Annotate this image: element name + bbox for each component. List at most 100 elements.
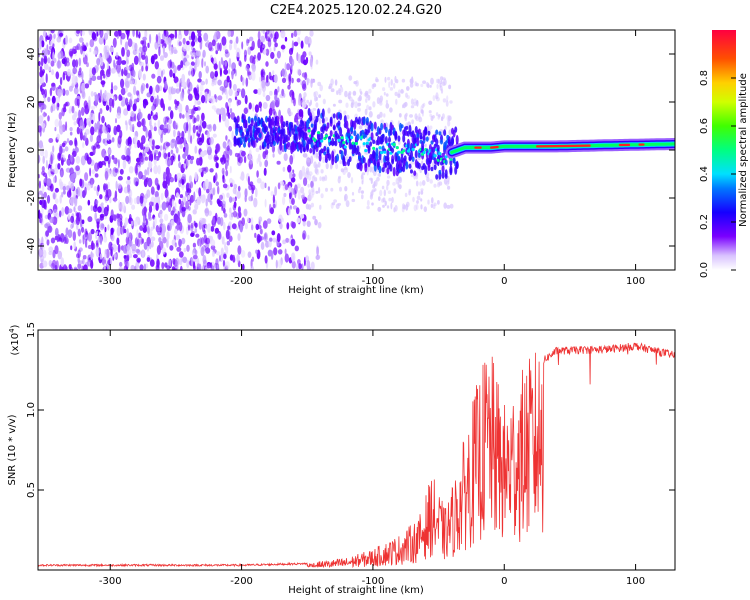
spectrogram-cell — [41, 75, 45, 84]
spectrogram-cell — [155, 202, 159, 211]
spectrogram-cell — [437, 200, 440, 205]
spectrogram-cell — [139, 225, 144, 232]
spectrogram-cell — [325, 162, 329, 170]
spectrogram-cell — [119, 261, 123, 267]
spectrogram-cell — [245, 77, 249, 87]
spectrogram-cell — [158, 46, 161, 57]
spectrogram-cell — [286, 222, 290, 230]
spectrogram-cell — [298, 109, 304, 117]
spectrogram-cell — [257, 117, 261, 127]
spectrogram-cell — [69, 167, 74, 175]
spectrogram-cell — [330, 202, 334, 209]
spectrogram-cell — [430, 77, 434, 85]
spectrogram-cell — [233, 201, 237, 209]
spectrogram-cell — [157, 164, 161, 175]
spectrogram-cell — [119, 168, 124, 175]
spectrogram-cell — [130, 264, 135, 270]
spectrogram-cell — [426, 125, 430, 132]
spectrogram-cell — [210, 225, 215, 232]
spectrogram-cell — [161, 230, 165, 239]
spectrogram-cell — [76, 30, 81, 34]
spectrogram-cell — [418, 191, 421, 196]
spectrogram-cell — [138, 68, 142, 79]
spectrogram-cell — [133, 85, 137, 96]
spectrogram-cell — [292, 153, 295, 160]
spectrogram-cell — [91, 105, 96, 110]
spectrogram-cell — [192, 254, 198, 260]
spectrogram-cell — [203, 32, 209, 42]
spectrogram-cell — [388, 197, 392, 202]
spectrogram-cell — [70, 215, 75, 223]
spectrogram-cell — [358, 145, 361, 149]
spectrogram-cell — [274, 32, 277, 40]
spectrogram-cell — [239, 136, 243, 145]
spectrogram-cell — [90, 251, 93, 261]
spectrogram-cell — [398, 113, 402, 118]
spectrogram-cell — [178, 161, 182, 169]
spectrogram-cell — [312, 107, 317, 111]
spectrogram-cell — [385, 93, 389, 97]
spectrogram-cell — [328, 153, 332, 161]
colorbar-gradient — [712, 30, 736, 270]
colorbar-tick-label: 0.2 — [699, 214, 710, 230]
spectrogram-cell — [80, 30, 83, 37]
spectrogram-cell — [308, 171, 313, 176]
spectrogram-cell — [150, 226, 154, 231]
spectrogram-cell — [226, 75, 230, 83]
spectrogram-cell — [182, 43, 187, 52]
spectrogram-cell — [148, 129, 152, 139]
spectrogram-cell — [420, 204, 423, 210]
spectrogram-cell — [98, 128, 102, 138]
spectrogram-cell — [296, 30, 301, 36]
spectrogram-cell — [262, 151, 267, 160]
spectrogram-cell — [427, 199, 430, 205]
spectrogram-cell — [136, 120, 142, 128]
spectrogram-cell — [416, 137, 420, 147]
spectrogram-cell — [174, 242, 177, 248]
spectrogram-cell — [96, 247, 99, 257]
spectrogram-cell — [302, 220, 306, 227]
spectrogram-cell — [71, 105, 75, 114]
spectrogram-cell — [302, 233, 306, 240]
spectrogram-cell — [404, 114, 407, 120]
spectrogram-cell — [156, 75, 162, 84]
spectrogram-cell — [419, 135, 423, 140]
spectrogram-cell — [142, 73, 146, 81]
spectrogram-cell — [340, 168, 345, 173]
spectrogram-cell — [166, 238, 169, 248]
spectrogram-cell — [235, 127, 239, 136]
spectrogram-cell — [217, 42, 220, 51]
spectrogram-cell — [413, 170, 417, 176]
spectrogram-cell — [42, 172, 48, 177]
spectrogram-cell — [103, 263, 106, 270]
spectrogram-cell — [72, 46, 77, 53]
spectrogram-cell — [424, 144, 427, 149]
spectrogram-cell — [383, 189, 386, 197]
spectrogram-cell — [272, 194, 275, 204]
spectrogram-cell — [408, 188, 412, 193]
spectrogram-cell — [364, 149, 368, 153]
spectrogram-cell — [220, 247, 224, 256]
spectrogram-cell — [395, 98, 398, 105]
spectrogram-cell — [148, 154, 154, 162]
spectrogram-cell — [244, 195, 247, 203]
spectrogram-cell — [173, 49, 178, 54]
spectrogram-cell — [120, 87, 126, 96]
spectrogram-cell — [194, 222, 198, 228]
spectrogram-cell — [103, 252, 107, 260]
spectrogram-cell — [89, 134, 93, 143]
spectrogram-cell — [197, 36, 202, 43]
spectrogram-cell — [41, 40, 45, 48]
spectrogram-cell — [174, 30, 177, 36]
spectrogram-cell — [284, 184, 289, 191]
snr-line — [38, 342, 675, 569]
spectrogram-cell — [118, 199, 121, 210]
spectrogram-cell — [121, 68, 124, 77]
spectrogram-cell — [379, 95, 384, 103]
spectrogram-cell — [318, 153, 322, 162]
spectrogram-cell — [109, 105, 112, 113]
y-tick-label: 40 — [26, 48, 37, 61]
spectrogram-cell — [415, 180, 419, 187]
spectrogram-cell — [77, 263, 82, 270]
